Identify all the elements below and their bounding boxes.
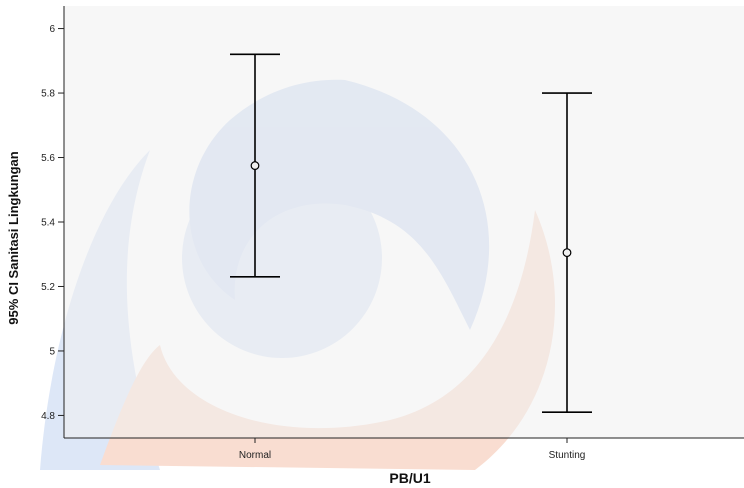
mean-point-normal — [250, 161, 260, 170]
y-tick-label: 5.8 — [41, 89, 55, 100]
x-tick-label: Stunting — [549, 450, 586, 461]
x-tick-label: Normal — [239, 450, 271, 461]
y-tick-label: 5 — [49, 346, 55, 357]
error-bars — [230, 53, 592, 414]
x-axis-ticks: Normal Stunting — [239, 438, 585, 461]
mean-point-stunting — [562, 248, 572, 258]
y-tick-label: 6 — [49, 24, 55, 35]
plot-area — [64, 6, 744, 438]
y-tick-label: 5.4 — [41, 218, 55, 229]
y-tick-label: 5.6 — [41, 153, 55, 164]
x-axis-title: PB/U1 — [389, 470, 430, 486]
y-tick-label: 5.2 — [41, 282, 55, 293]
y-axis-title: 95% CI Sanitasi Lingkungan — [6, 151, 21, 324]
y-tick-label: 4.8 — [41, 411, 55, 422]
y-axis-ticks: 4.8 5 5.2 5.4 5.6 5.8 6 — [41, 24, 64, 422]
